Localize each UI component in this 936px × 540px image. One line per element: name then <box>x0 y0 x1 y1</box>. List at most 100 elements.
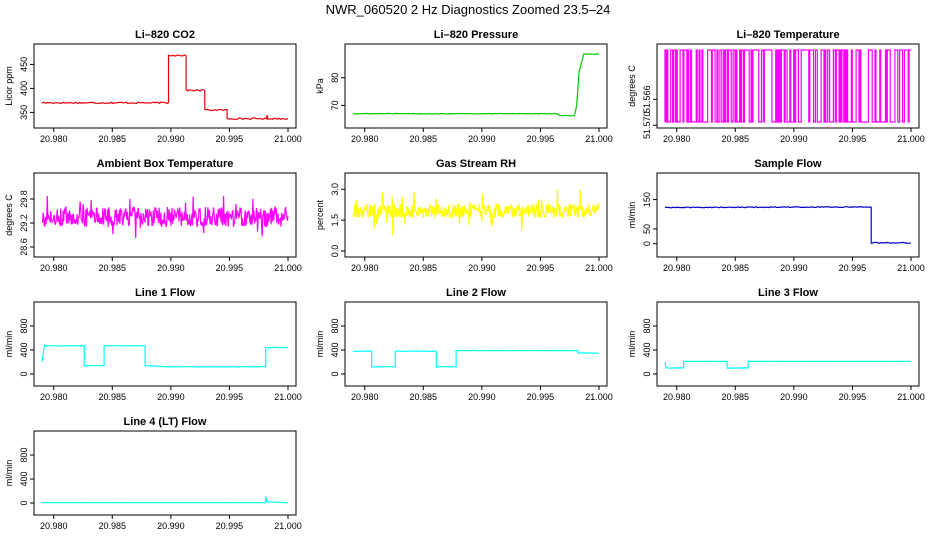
x-tick-label: 21.000 <box>897 392 925 402</box>
x-tick-label: 20.980 <box>351 263 379 273</box>
x-tick-label: 20.985 <box>410 263 438 273</box>
x-tick-label: 20.980 <box>40 134 68 144</box>
y-tick-label: 350 <box>19 105 29 120</box>
x-tick-label: 20.980 <box>663 134 691 144</box>
x-tick-label: 20.995 <box>216 134 244 144</box>
series-line <box>352 53 600 117</box>
series-line <box>664 49 911 123</box>
panel-title: Li–820 Temperature <box>736 29 839 41</box>
y-tick-label: 400 <box>19 342 29 357</box>
panel-title: Li–820 Pressure <box>434 29 518 41</box>
y-tick-label: 0 <box>642 241 652 246</box>
plot-frame <box>656 172 920 258</box>
x-tick-label: 20.980 <box>663 392 691 402</box>
y-tick-label: 0.0 <box>330 245 340 258</box>
y-tick-label: 29.8 <box>19 190 29 208</box>
panel-2: Li–820 Temperature degrees C 20.980 20.985 2… <box>627 29 925 144</box>
x-tick-label: 20.985 <box>722 263 750 273</box>
x-tick-label: 20.985 <box>99 134 127 144</box>
x-tick-label: 20.985 <box>99 392 127 402</box>
x-tick-label: 21.000 <box>585 392 613 402</box>
y-tick-label: 28.6 <box>19 238 29 256</box>
series-line <box>352 189 600 236</box>
x-tick-label: 20.990 <box>157 392 185 402</box>
x-tick-label: 21.000 <box>274 392 302 402</box>
y-tick-label: 400 <box>642 342 652 357</box>
y-tick-label: 0 <box>19 371 29 376</box>
series-line <box>664 360 912 369</box>
y-axis-label: degrees C <box>4 194 14 236</box>
y-tick-label: 0 <box>330 371 340 376</box>
y-tick-label: 800 <box>642 318 652 333</box>
x-tick-label: 20.980 <box>351 134 379 144</box>
panel-3: Ambient Box Temperature degrees C 20.980 20… <box>4 158 302 273</box>
x-tick-label: 20.990 <box>157 263 185 273</box>
plot-frame <box>33 43 297 129</box>
x-tick-label: 21.000 <box>274 134 302 144</box>
y-axis-label: ml/min <box>4 460 14 487</box>
x-tick-label: 20.985 <box>410 134 438 144</box>
y-tick-label: 400 <box>19 81 29 96</box>
panel-title: Sample Flow <box>754 158 822 170</box>
y-tick-label: 1.5 <box>330 214 340 227</box>
panel-0: Li–820 CO2 Licor ppm 20.980 20.985 20.990 20.… <box>4 29 302 144</box>
x-tick-label: 20.995 <box>527 134 555 144</box>
plot-frame <box>656 301 920 387</box>
panel-title: Line 1 Flow <box>135 287 195 299</box>
y-tick-label: 450 <box>19 57 29 72</box>
y-tick-label: 0 <box>19 500 29 505</box>
y-tick-label: 400 <box>330 342 340 357</box>
series-line <box>41 195 289 239</box>
x-tick-label: 20.980 <box>40 521 68 531</box>
plot-frame <box>344 43 608 129</box>
x-tick-label: 21.000 <box>585 134 613 144</box>
y-tick-label: 51.570 <box>642 111 652 139</box>
y-tick-label: 800 <box>19 318 29 333</box>
y-tick-label: 51.566 <box>642 86 652 114</box>
panel-title: Ambient Box Temperature <box>97 158 234 170</box>
x-tick-label: 20.985 <box>722 134 750 144</box>
panel-6: Line 1 Flow ml/min 20.980 20.985 20.990 20.99… <box>4 287 302 402</box>
x-tick-label: 20.995 <box>839 134 867 144</box>
y-axis-label: degrees C <box>627 65 637 107</box>
y-tick-label: 29.2 <box>19 214 29 232</box>
plot-frame <box>344 172 608 258</box>
x-tick-label: 20.980 <box>40 263 68 273</box>
x-tick-label: 21.000 <box>897 263 925 273</box>
x-tick-label: 20.980 <box>663 263 691 273</box>
x-tick-label: 20.990 <box>780 392 808 402</box>
y-tick-label: 80 <box>330 73 340 83</box>
y-tick-label: 3.0 <box>330 183 340 196</box>
x-tick-label: 20.990 <box>468 392 496 402</box>
panel-7: Line 2 Flow ml/min 20.980 20.985 20.990 20.99… <box>315 287 613 402</box>
x-tick-label: 20.995 <box>216 263 244 273</box>
panel-title: Line 3 Flow <box>758 287 818 299</box>
x-tick-label: 20.990 <box>468 263 496 273</box>
x-tick-label: 20.995 <box>839 392 867 402</box>
panel-title: Line 2 Flow <box>446 287 506 299</box>
panel-4: Gas Stream RH percent 20.980 20.985 20.990 20… <box>315 158 613 273</box>
y-axis-label: Licor ppm <box>4 66 14 106</box>
y-tick-label: 50 <box>642 224 652 234</box>
y-axis-label: ml/min <box>315 331 325 358</box>
x-tick-label: 20.995 <box>216 392 244 402</box>
series-line <box>41 54 289 121</box>
x-tick-label: 20.995 <box>839 263 867 273</box>
panel-9: Line 4 (LT) Flow ml/min 20.980 20.985 20.990… <box>4 416 302 531</box>
x-tick-label: 21.000 <box>274 521 302 531</box>
x-tick-label: 20.990 <box>157 134 185 144</box>
panel-5: Sample Flow ml/min 20.980 20.985 20.990 20.99… <box>627 158 925 273</box>
x-tick-label: 20.980 <box>351 392 379 402</box>
y-tick-label: 800 <box>19 447 29 462</box>
x-tick-label: 20.985 <box>722 392 750 402</box>
panel-title: Li–820 CO2 <box>135 29 195 41</box>
y-axis-label: kPa <box>315 78 325 94</box>
panel-1: Li–820 Pressure kPa 20.980 20.985 20.990 20.9… <box>315 29 613 144</box>
plot-frame <box>344 301 608 387</box>
x-tick-label: 20.995 <box>527 392 555 402</box>
x-tick-label: 20.985 <box>410 392 438 402</box>
x-tick-label: 21.000 <box>274 263 302 273</box>
y-tick-label: 70 <box>330 100 340 110</box>
plot-frame <box>656 43 920 129</box>
y-tick-label: 150 <box>642 192 652 207</box>
